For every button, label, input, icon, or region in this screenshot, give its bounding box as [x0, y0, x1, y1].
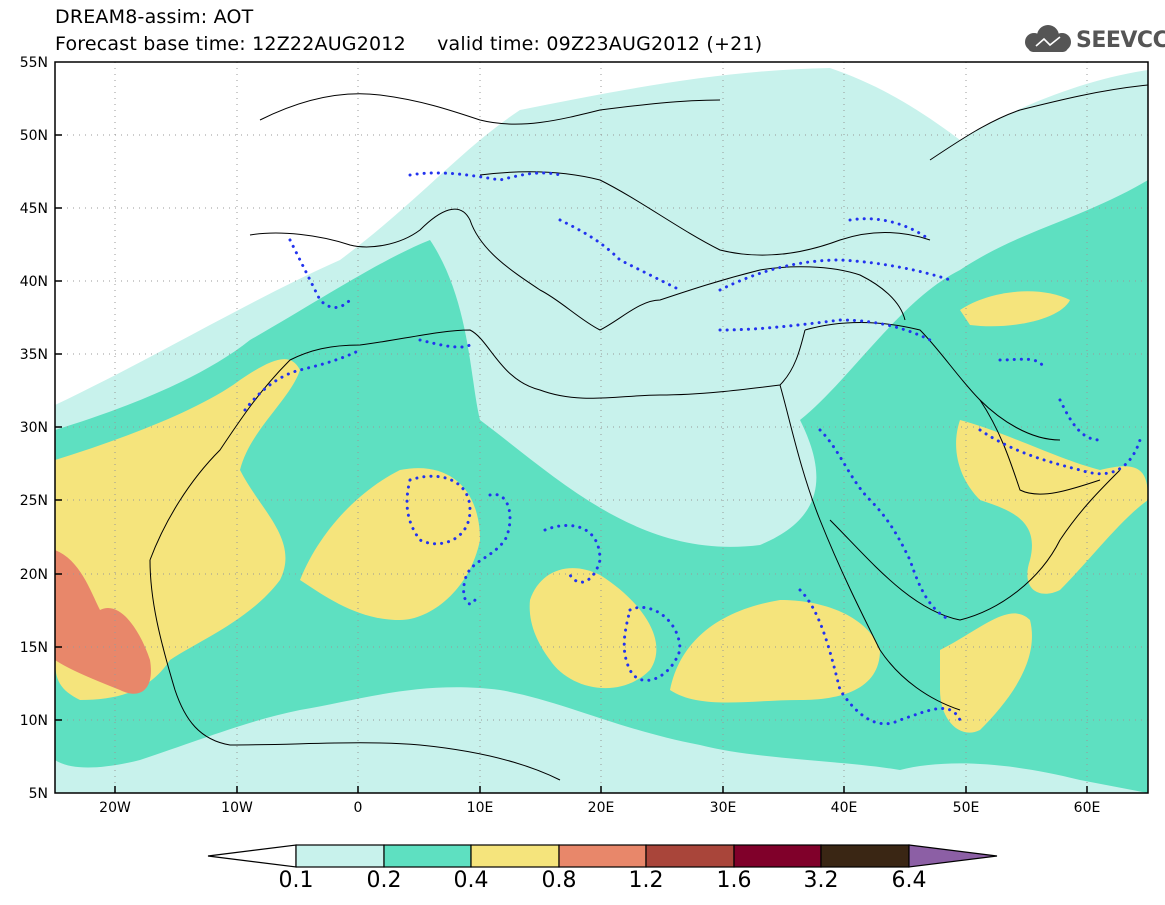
- colorbar-segment: [558, 844, 647, 868]
- colorbar-segment: [470, 844, 560, 868]
- lat-label: 45N: [20, 201, 48, 217]
- lat-label: 55N: [20, 55, 48, 71]
- cloud-icon: [1025, 25, 1071, 52]
- lat-label: 15N: [20, 640, 48, 656]
- lon-label: 40E: [831, 800, 858, 816]
- colorbar-label: 0.8: [541, 868, 577, 893]
- lon-label: 60E: [1074, 800, 1101, 816]
- lat-label: 25N: [20, 493, 48, 509]
- lat-label: 10N: [20, 713, 48, 729]
- colorbar-label: 0.2: [366, 868, 402, 893]
- lat-label: 40N: [20, 274, 48, 290]
- lon-label: 0: [354, 800, 363, 816]
- lat-label: 30N: [20, 420, 48, 436]
- colorbar-segment: [820, 844, 910, 868]
- aot-contours: [243, 171, 1142, 726]
- colorbar-segment: [295, 844, 385, 868]
- lat-label: 50N: [20, 128, 48, 144]
- aot-band-0.4-gulf: [956, 420, 1148, 594]
- colorbar: [207, 844, 998, 868]
- lat-labels: 5N 10N 15N 20N 25N 30N 35N 40N 45N 50N 5…: [20, 55, 48, 802]
- lon-labels: 20W 10W 0 10E 20E 30E 40E 50E 60E: [99, 800, 1100, 816]
- colorbar-segment: [383, 844, 472, 868]
- colorbar-under-arrow: [207, 844, 297, 868]
- map-title: DREAM8-assim: AOT: [55, 6, 254, 28]
- lon-label: 20E: [588, 800, 615, 816]
- aot-band-0.4-arabia: [940, 613, 1032, 733]
- colorbar-label: 0.1: [278, 868, 314, 893]
- aot-band-0.4-sahara: [300, 468, 480, 620]
- lon-label: 10W: [221, 800, 253, 816]
- lon-label: 50E: [953, 800, 980, 816]
- colorbar-label: 6.4: [891, 868, 927, 893]
- colorbar-over-arrow: [908, 844, 998, 868]
- lat-label: 5N: [29, 786, 48, 802]
- colorbar-label: 1.2: [628, 868, 664, 893]
- colorbar-segment: [733, 844, 822, 868]
- coastlines: [149, 84, 1148, 781]
- colorbar-segment: [645, 844, 735, 868]
- aot-band-0.4-sudan: [670, 600, 880, 703]
- aot-band-0.8: [55, 550, 151, 694]
- colorbar-label: 3.2: [803, 868, 839, 893]
- colorbar-label: 1.6: [716, 868, 752, 893]
- lat-label: 35N: [20, 347, 48, 363]
- aot-band-0.4-iran: [960, 291, 1070, 327]
- lon-label: 20W: [99, 800, 131, 816]
- colorbar-label: 0.4: [453, 868, 489, 893]
- forecast-time-subtitle: Forecast base time: 12Z22AUG2012 valid t…: [55, 33, 763, 55]
- axis-ticks: [55, 134, 1088, 793]
- logo-text: SEEVCCC: [1076, 28, 1165, 53]
- lon-label: 10E: [467, 800, 494, 816]
- lat-label: 20N: [20, 567, 48, 583]
- lon-label: 30E: [710, 800, 737, 816]
- map-grid: [55, 62, 1148, 793]
